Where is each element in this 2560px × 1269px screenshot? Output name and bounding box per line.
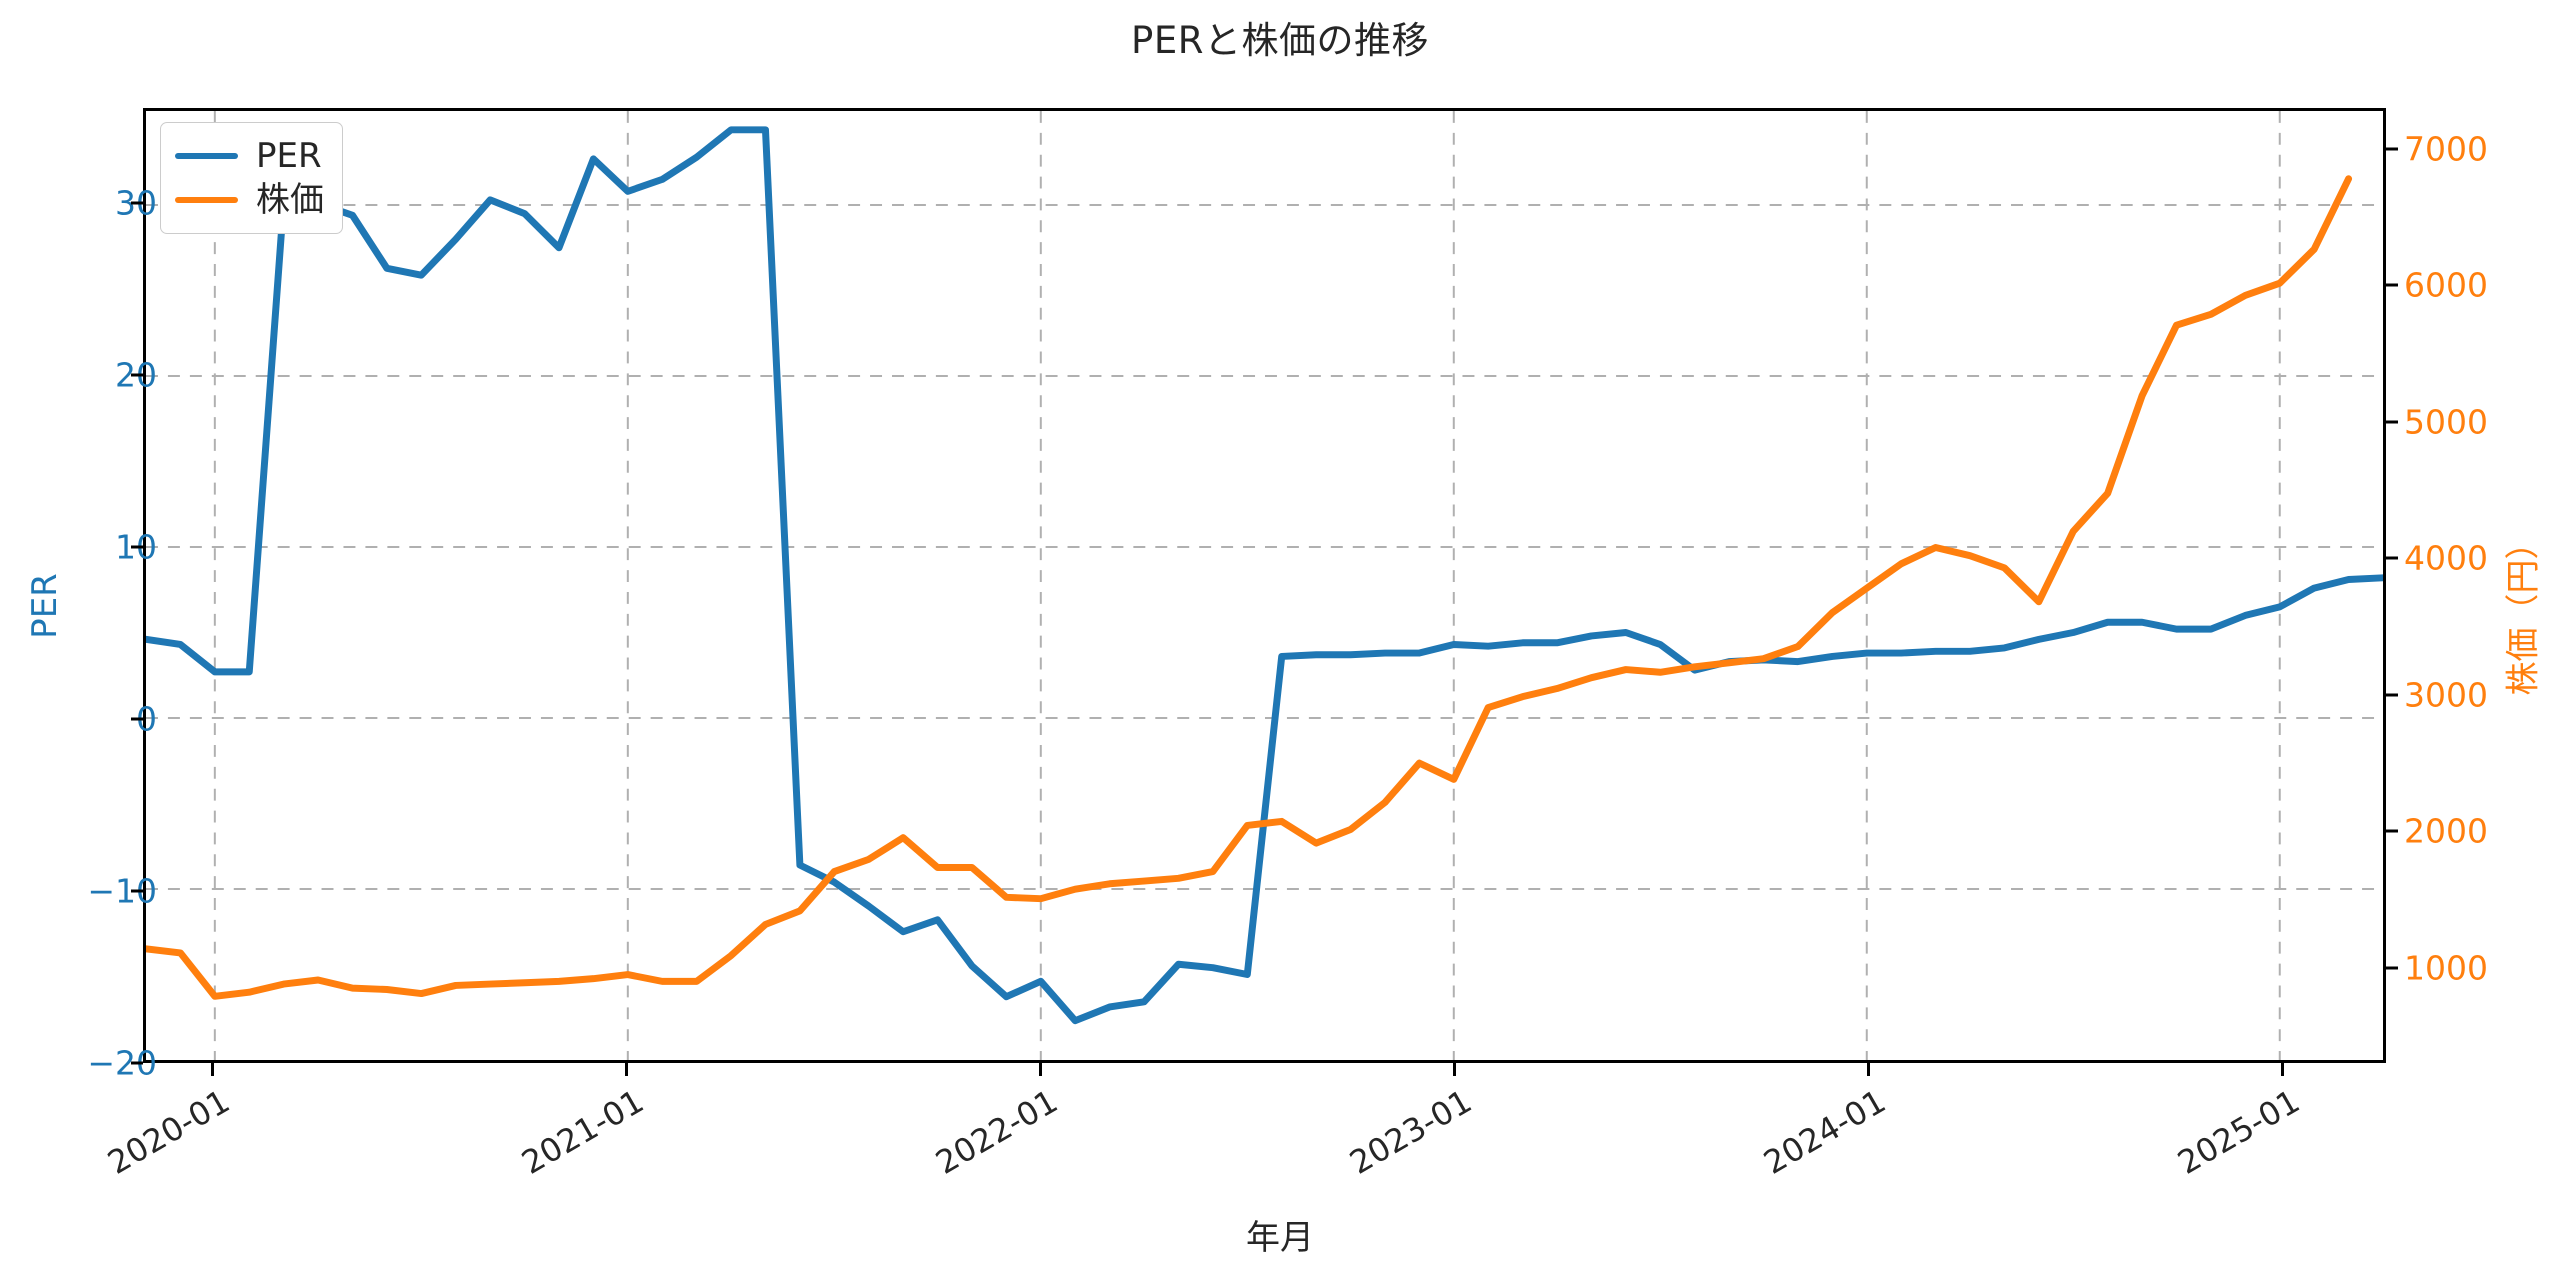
chart-legend[interactable]: PER 株価 bbox=[160, 122, 343, 234]
y-tick-mark-right bbox=[2386, 283, 2398, 287]
y-axis-label-left: PER bbox=[25, 573, 65, 639]
y-tick-label-right: 5000 bbox=[2404, 402, 2488, 442]
x-tick-mark bbox=[211, 1063, 214, 1076]
x-tick-mark bbox=[1867, 1063, 1871, 1076]
x-tick-label: 2024-01 bbox=[1757, 1082, 1893, 1182]
x-tick-label: 2023-01 bbox=[1343, 1082, 1479, 1182]
x-tick-mark bbox=[625, 1063, 629, 1076]
plot-area bbox=[143, 108, 2386, 1063]
x-tick-label: 2025-01 bbox=[2171, 1082, 2307, 1182]
legend-item[interactable]: PER bbox=[175, 134, 324, 178]
y-tick-label-right: 2000 bbox=[2404, 811, 2488, 851]
x-tick-mark bbox=[2281, 1063, 2285, 1076]
y-tick-mark-left bbox=[131, 717, 143, 721]
y-tick-label-right: 7000 bbox=[2404, 129, 2488, 169]
legend-swatch-per bbox=[175, 153, 238, 159]
y-tick-label-right: 6000 bbox=[2404, 265, 2488, 305]
legend-label: PER bbox=[256, 136, 322, 176]
y-tick-mark-right bbox=[2386, 556, 2398, 560]
y-tick-label-right: 4000 bbox=[2404, 538, 2488, 578]
y-tick-mark-right bbox=[2386, 420, 2398, 424]
y-tick-mark-right bbox=[2386, 829, 2398, 833]
y-tick-mark-right bbox=[2386, 693, 2398, 697]
chart-title: PERと株価の推移 bbox=[1131, 19, 1429, 62]
x-tick-mark bbox=[1453, 1063, 1457, 1076]
y-axis-label-right: 株価（円） bbox=[2503, 525, 2544, 696]
data-lines bbox=[146, 126, 2383, 1025]
y-tick-label-right: 3000 bbox=[2404, 675, 2488, 715]
x-tick-mark bbox=[1039, 1063, 1043, 1076]
legend-swatch-price bbox=[175, 197, 238, 203]
y-tick-mark-right bbox=[2386, 147, 2398, 151]
y-tick-label-right: 1000 bbox=[2404, 948, 2488, 987]
y-tick-mark-left bbox=[131, 201, 143, 205]
y-tick-mark-left bbox=[131, 373, 143, 377]
x-tick-label: 2020-01 bbox=[101, 1082, 237, 1182]
y-tick-mark-left bbox=[131, 1061, 143, 1065]
y-tick-mark-left bbox=[131, 545, 143, 549]
x-tick-label: 2022-01 bbox=[929, 1082, 1065, 1182]
x-tick-label: 2021-01 bbox=[515, 1082, 651, 1182]
y-tick-mark-left bbox=[131, 889, 143, 893]
y-tick-mark-right bbox=[2386, 966, 2398, 969]
legend-item[interactable]: 株価 bbox=[175, 178, 324, 222]
x-axis-label: 年月 bbox=[1246, 1218, 1314, 1258]
y-tick-label-left: −10 bbox=[87, 871, 157, 911]
y-tick-label-left: 0 bbox=[136, 699, 157, 739]
legend-label: 株価 bbox=[256, 180, 324, 220]
y-tick-label-left: −20 bbox=[87, 1043, 157, 1083]
